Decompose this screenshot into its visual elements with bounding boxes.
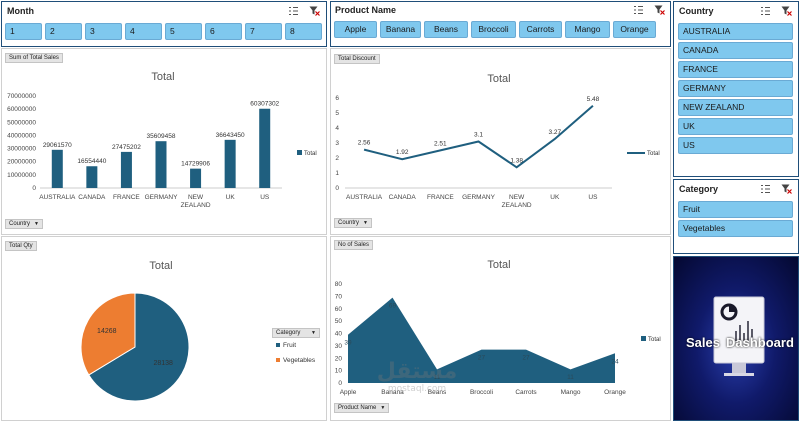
watermark-sub: mostaql.com: [387, 384, 447, 394]
month-item-6[interactable]: 6: [205, 23, 242, 40]
product-item-banana[interactable]: Banana: [380, 21, 421, 38]
logo-panel: Sales Dashboard: [673, 256, 799, 421]
qty-legend-button[interactable]: Category ▼: [272, 328, 320, 338]
category-item-vegetables[interactable]: Vegetables: [678, 220, 793, 237]
watermark-text: مستقل: [376, 359, 458, 384]
product-slicer-title: Product Name: [335, 5, 397, 15]
product-item-mango[interactable]: Mango: [565, 21, 610, 38]
country-item-new-zealand[interactable]: NEW ZEALAND: [678, 99, 793, 116]
qty-legend-button-label: Category: [276, 330, 301, 336]
dropdown-arrow-icon: ▼: [380, 405, 386, 411]
month-item-7[interactable]: 7: [245, 23, 282, 40]
country-item-canada[interactable]: CANADA: [678, 42, 793, 59]
logo-text-dashboard: Dashboard: [726, 335, 794, 350]
discount-axis-button[interactable]: Country ▼: [334, 218, 372, 228]
sales-axis-label: Country: [9, 221, 31, 227]
country-item-france[interactable]: FRANCE: [678, 61, 793, 78]
clear-filter-icon[interactable]: [309, 6, 320, 16]
country-item-us[interactable]: US: [678, 137, 793, 154]
product-item-apple[interactable]: Apple: [334, 21, 377, 38]
month-item-3[interactable]: 3: [85, 23, 122, 40]
multi-select-icon[interactable]: [760, 6, 771, 16]
logo-text-sales: Sales: [686, 335, 720, 350]
category-item-fruit[interactable]: Fruit: [678, 201, 793, 218]
product-item-carrots[interactable]: Carrots: [519, 21, 562, 38]
dashboard-monitor-icon: [713, 296, 765, 376]
discount-axis-label: Country: [338, 220, 360, 226]
multi-select-icon[interactable]: [760, 184, 771, 194]
nsales-axis-label: Product Name: [338, 405, 377, 411]
dropdown-arrow-icon: ▼: [311, 330, 316, 336]
month-item-4[interactable]: 4: [125, 23, 162, 40]
country-item-germany[interactable]: GERMANY: [678, 80, 793, 97]
multi-select-icon[interactable]: [288, 6, 299, 16]
country-item-uk[interactable]: UK: [678, 118, 793, 135]
clear-filter-icon[interactable]: [781, 184, 792, 194]
watermark: مستقل mostaql.com: [352, 359, 482, 395]
sales-axis-button[interactable]: Country ▼: [5, 219, 43, 229]
clear-filter-icon[interactable]: [654, 5, 665, 15]
country-item-australia[interactable]: AUSTRALIA: [678, 23, 793, 40]
month-item-1[interactable]: 1: [5, 23, 42, 40]
nsales-chart-title: Total: [487, 259, 511, 271]
dropdown-arrow-icon: ▼: [363, 220, 368, 226]
month-slicer-title: Month: [7, 6, 34, 16]
clear-filter-icon[interactable]: [781, 6, 792, 16]
month-item-8[interactable]: 8: [285, 23, 322, 40]
product-item-orange[interactable]: Orange: [613, 21, 656, 38]
nsales-field-button[interactable]: No of Sales: [334, 240, 374, 250]
discount-chart-title: Total: [487, 73, 511, 85]
discount-field-button[interactable]: Total Discount: [334, 54, 380, 64]
nsales-axis-button[interactable]: Product Name ▼: [334, 403, 390, 413]
sales-chart-title: Total: [151, 71, 175, 83]
month-item-5[interactable]: 5: [165, 23, 202, 40]
product-item-broccoli[interactable]: Broccoli: [471, 21, 516, 38]
sales-field-button[interactable]: Sum of Total Sales: [5, 53, 63, 63]
qty-chart-title: Total: [149, 260, 173, 272]
month-item-2[interactable]: 2: [45, 23, 82, 40]
product-item-beans[interactable]: Beans: [424, 21, 468, 38]
qty-field-button[interactable]: Total Qty: [5, 241, 37, 251]
dropdown-arrow-icon: ▼: [34, 221, 39, 227]
multi-select-icon[interactable]: [633, 5, 644, 15]
country-slicer-title: Country: [679, 6, 714, 16]
category-slicer-title: Category: [679, 184, 719, 194]
